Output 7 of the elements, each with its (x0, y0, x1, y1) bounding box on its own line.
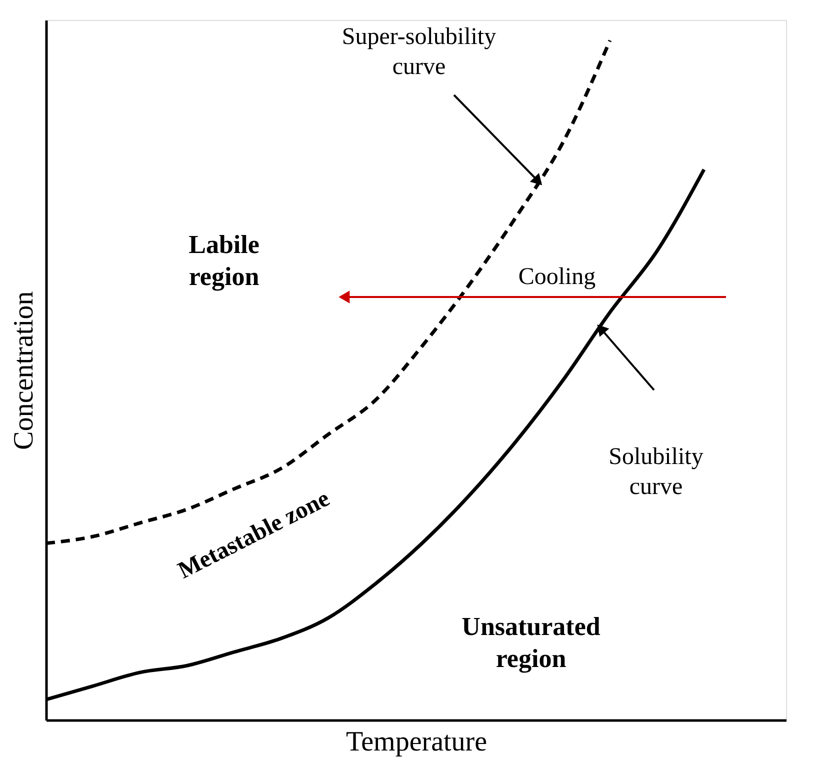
x-axis-title: Temperature (346, 726, 488, 758)
y-axis-title: Concentration (8, 291, 40, 450)
annotation: Super-solubility curve (342, 24, 496, 80)
annotation: Cooling (518, 264, 596, 290)
annotation: Unsaturated region (462, 612, 601, 673)
annotation: Solubility curve (608, 444, 704, 500)
annotation: Labile region (188, 230, 260, 291)
